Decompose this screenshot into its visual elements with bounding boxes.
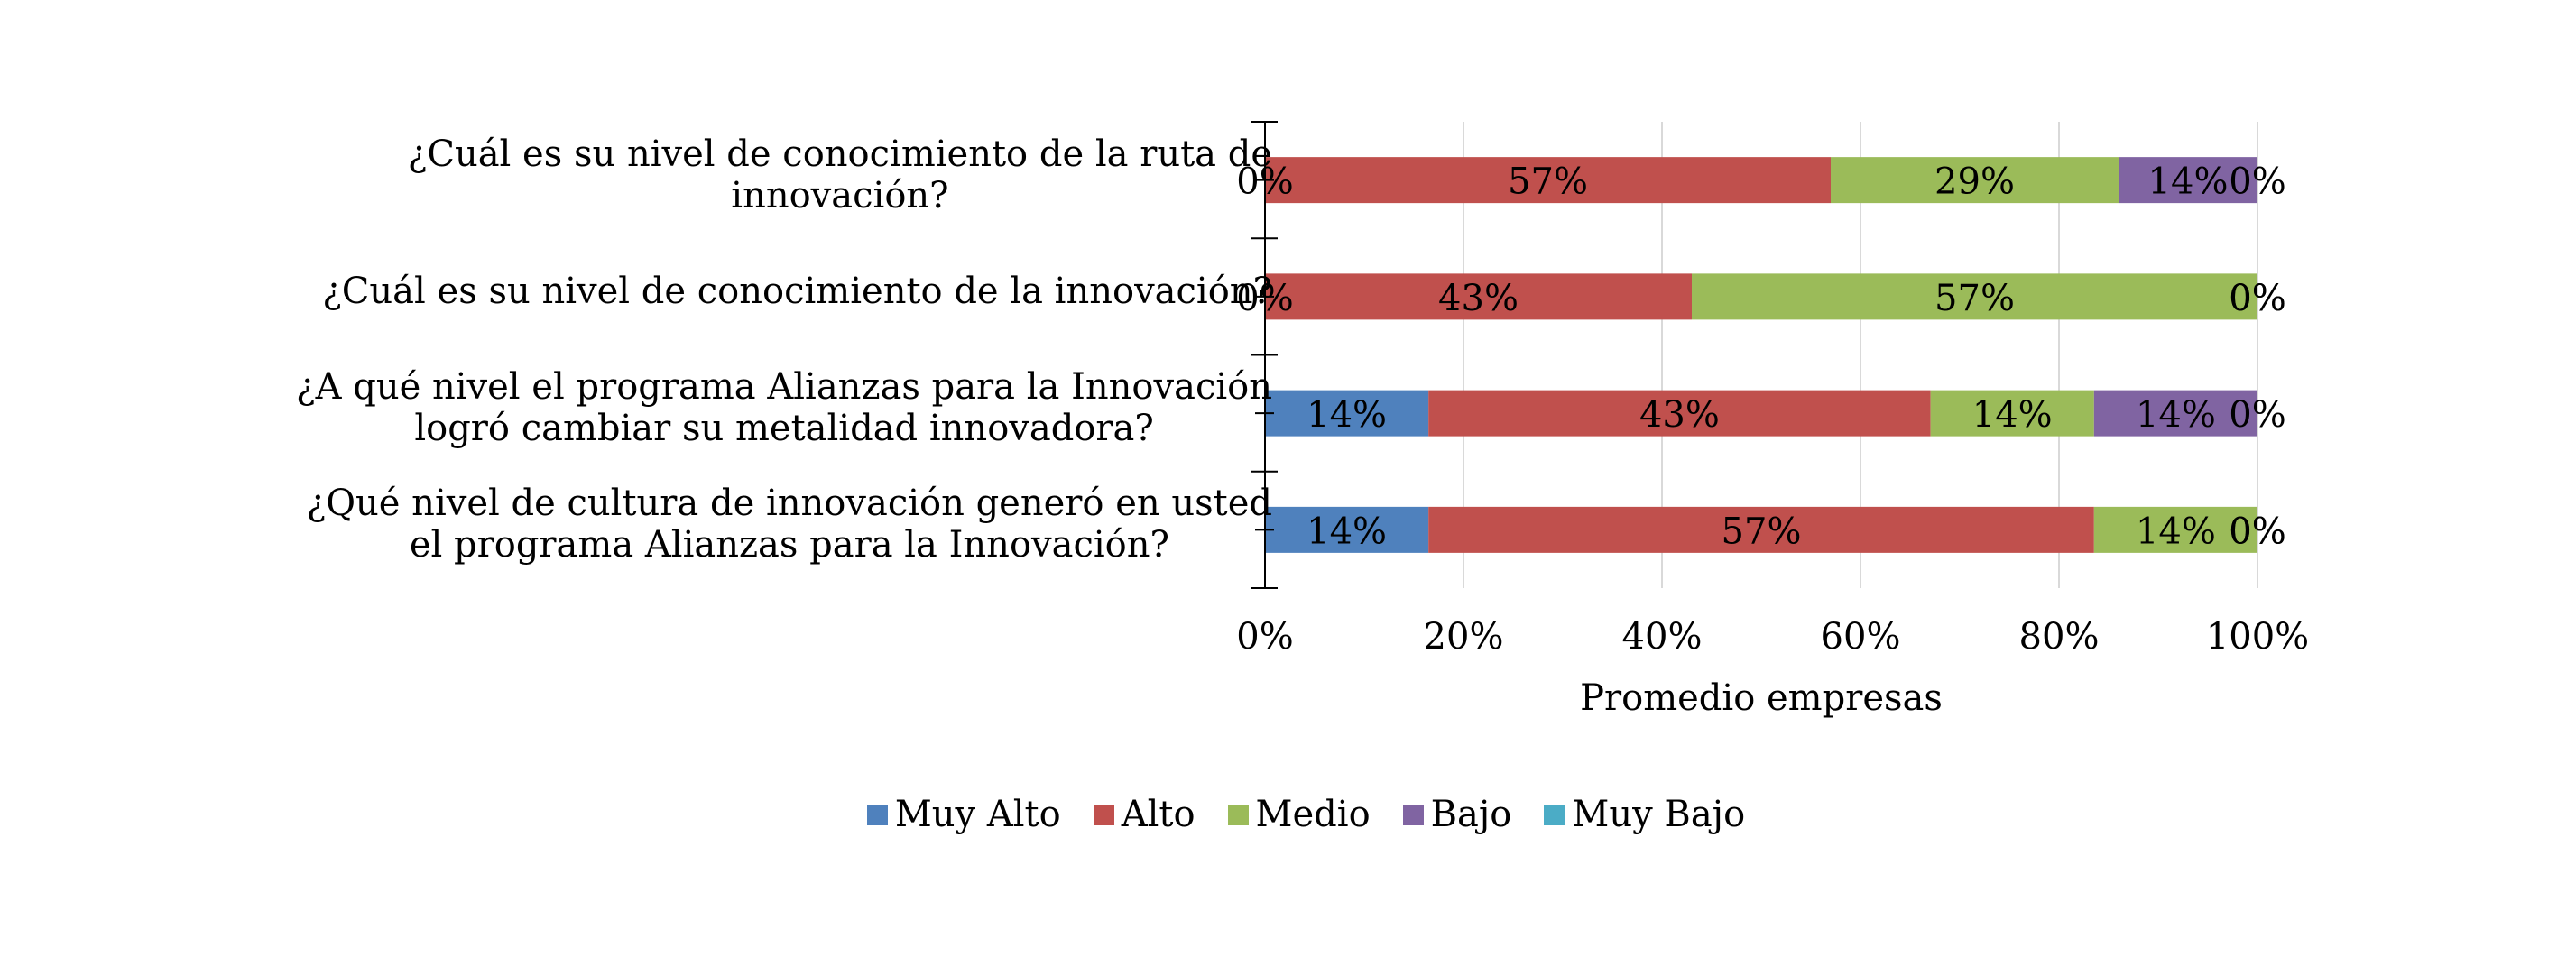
bar-segment-medio xyxy=(1692,273,2257,320)
bar-segment-bajo xyxy=(2093,390,2257,437)
bar-segment-medio xyxy=(2093,506,2257,553)
legend-item-alto: Alto xyxy=(1093,794,1196,835)
data-label: 0% xyxy=(2229,511,2285,552)
x-tick-labels: 0% 20% 40% 60% 80% 100% xyxy=(1236,616,2309,658)
legend-swatch xyxy=(866,804,888,825)
legend-item-muy-bajo: Muy Bajo xyxy=(1544,794,1745,835)
category-label-line: innovación? xyxy=(731,174,949,216)
bar-segment-medio xyxy=(1831,157,2119,204)
data-labels: 0% 57% 29% 14% 0%0% 43% 57% 0%0%14% 43% 14% 14% 0%1… xyxy=(1236,161,2285,553)
legend-label: Muy Alto xyxy=(894,794,1061,835)
category-label-line: ¿Cuál es su nivel de conocimiento de la … xyxy=(322,270,1272,312)
category-label-line: logró cambiar su metalidad innovadora? xyxy=(414,408,1154,450)
bar-segment-bajo xyxy=(2119,157,2257,204)
category-label-line: ¿Qué nivel de cultura de innovación gene… xyxy=(306,483,1272,525)
bar-segment-alto xyxy=(1265,157,1831,204)
legend-swatch xyxy=(1227,804,1249,825)
bar-segment-alto xyxy=(1265,273,1692,320)
data-label: 0% xyxy=(1236,161,1293,203)
x-tick-label: 100% xyxy=(2206,616,2309,658)
bar-segment-medio xyxy=(1930,390,2094,437)
x-axis-title: Promedio empresas xyxy=(1580,677,1943,719)
data-label: 14% xyxy=(1972,394,2053,436)
legend-swatch xyxy=(1093,804,1114,825)
data-label: 0% xyxy=(2229,161,2285,203)
category-label-line: ¿Cuál es su nivel de conocimiento de la … xyxy=(407,133,1272,175)
x-tick-label: 80% xyxy=(2019,616,2100,658)
data-label: 14% xyxy=(1306,511,1387,552)
data-label: 0% xyxy=(2229,511,2285,552)
data-label: 43% xyxy=(1438,278,1519,319)
legend-item-muy-alto: Muy Alto xyxy=(866,794,1061,835)
legend-item-bajo: Bajo xyxy=(1402,794,1512,835)
legend-swatch xyxy=(1544,804,1565,825)
data-label: 0% xyxy=(2229,394,2285,436)
x-tick-label: 40% xyxy=(1622,616,1703,658)
legend-label: Medio xyxy=(1255,794,1371,835)
category-label-line: ¿A qué nivel el programa Alianzas para l… xyxy=(296,366,1272,409)
data-label: 14% xyxy=(2136,511,2216,552)
legend-label: Bajo xyxy=(1430,794,1512,835)
legend-swatch xyxy=(1402,804,1424,825)
x-tick-label: 0% xyxy=(1236,616,1293,658)
data-label: 57% xyxy=(1934,278,2015,319)
data-label: 57% xyxy=(1508,161,1588,203)
legend-item-medio: Medio xyxy=(1227,794,1371,835)
bar-segment-alto xyxy=(1428,390,1931,437)
bar-segment-muy-alto xyxy=(1265,390,1429,437)
y-axis xyxy=(1251,121,1278,589)
bar-segment-muy-alto xyxy=(1265,506,1429,553)
x-tick-label: 60% xyxy=(1821,616,1901,658)
bar-segment-alto xyxy=(1428,506,2094,553)
data-label: 0% xyxy=(1236,278,1293,319)
category-label: ¿Qué nivel de cultura de innovación gene… xyxy=(307,483,1272,566)
data-label: 14% xyxy=(1306,394,1387,436)
data-label: 0% xyxy=(2229,278,2285,319)
legend-label: Muy Bajo xyxy=(1572,794,1746,835)
legend: Muy Alto Alto Medio Bajo Muy Bajo xyxy=(0,794,2576,835)
data-label: 29% xyxy=(1934,161,2015,203)
data-label: 0% xyxy=(2229,278,2285,319)
bar-segments xyxy=(1265,157,2257,553)
x-tick-label: 20% xyxy=(1424,616,1504,658)
category-label: ¿Cuál es su nivel de conocimiento de la … xyxy=(322,271,1272,312)
data-label: 57% xyxy=(1722,511,1802,552)
category-label-line: el programa Alianzas para la Innovación? xyxy=(409,524,1169,566)
data-label: 14% xyxy=(2148,161,2229,203)
data-label: 14% xyxy=(2136,394,2216,436)
legend-label: Alto xyxy=(1121,794,1196,835)
data-label: 43% xyxy=(1639,394,1720,436)
category-label: ¿Cuál es su nivel de conocimiento de la … xyxy=(408,133,1272,216)
category-label: ¿A qué nivel el programa Alianzas para l… xyxy=(296,366,1272,449)
